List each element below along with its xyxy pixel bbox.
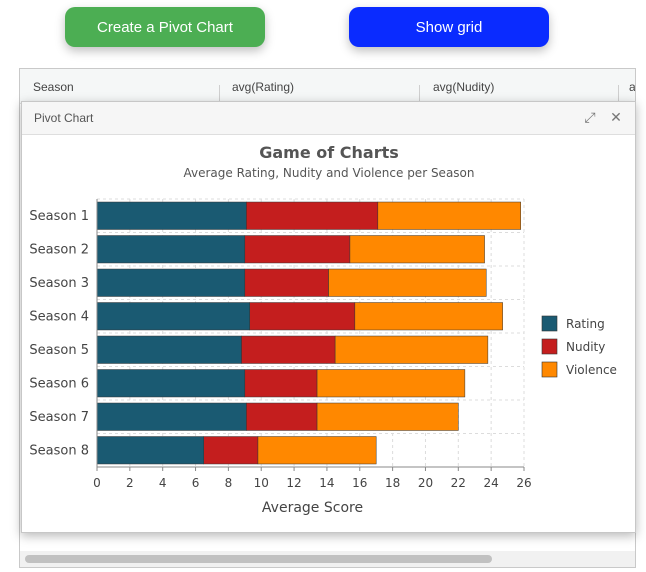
bar-rating — [96, 369, 246, 398]
bar-violence — [257, 436, 377, 465]
window-title: Pivot Chart — [34, 111, 94, 125]
y-tick-label: Season 3 — [29, 276, 89, 291]
show-grid-button[interactable]: Show grid — [349, 7, 549, 47]
y-tick-label: Season 7 — [29, 410, 89, 425]
bar-nudity — [246, 201, 379, 230]
scrollbar-thumb[interactable] — [25, 555, 492, 563]
horizontal-scrollbar[interactable] — [20, 551, 635, 567]
legend-label-nudity: Nudity — [566, 340, 605, 354]
chart-subtitle: Average Rating, Nudity and Violence per … — [184, 166, 475, 180]
x-tick-label: 16 — [352, 476, 367, 490]
chart-title: Game of Charts — [259, 143, 399, 162]
x-tick-label: 8 — [225, 476, 233, 490]
x-tick-label: 18 — [385, 476, 400, 490]
legend-swatch-nudity — [541, 338, 558, 355]
bar-nudity — [244, 235, 351, 264]
x-axis-label: Average Score — [262, 500, 363, 516]
legend-label-rating: Rating — [566, 317, 605, 331]
create-pivot-chart-button[interactable]: Create a Pivot Chart — [65, 7, 265, 47]
bar-rating — [96, 201, 247, 230]
x-tick-label: 24 — [484, 476, 499, 490]
bar-rating — [96, 268, 246, 297]
column-header-avg-nudity[interactable]: avg(Nudity) — [433, 80, 495, 94]
bar-rating — [96, 235, 246, 264]
bar-nudity — [203, 436, 259, 465]
bar-nudity — [241, 335, 336, 364]
legend-swatch-rating — [541, 315, 558, 332]
x-tick-label: 12 — [286, 476, 301, 490]
y-tick-label: Season 2 — [29, 242, 89, 257]
bar-violence — [328, 268, 487, 297]
column-separator[interactable] — [219, 85, 220, 101]
bar-nudity — [249, 302, 356, 331]
x-tick-label: 4 — [159, 476, 167, 490]
y-tick-label: Season 1 — [29, 209, 89, 224]
bar-rating — [96, 436, 204, 465]
x-tick-label: 2 — [126, 476, 134, 490]
column-header-season[interactable]: Season — [33, 80, 74, 94]
bar-nudity — [246, 402, 318, 431]
column-header-truncated[interactable]: a — [629, 80, 636, 94]
y-tick-label: Season 6 — [29, 376, 89, 391]
bar-violence — [316, 402, 459, 431]
x-tick-label: 20 — [418, 476, 433, 490]
x-tick-label: 6 — [192, 476, 200, 490]
bar-violence — [334, 335, 489, 364]
x-tick-label: 26 — [516, 476, 531, 490]
y-tick-label: Season 4 — [29, 309, 89, 324]
bar-violence — [349, 235, 485, 264]
bar-rating — [96, 302, 250, 331]
stacked-bar-chart: Game of Charts Average Rating, Nudity and… — [29, 143, 617, 516]
pivot-chart-window: Pivot Chart ⤢ ✕ Game of Charts Average Ra… — [21, 101, 636, 533]
expand-icon[interactable]: ⤢ — [584, 110, 596, 126]
column-separator[interactable] — [419, 85, 420, 101]
y-tick-label: Season 8 — [29, 443, 89, 458]
bar-rating — [96, 402, 247, 431]
x-tick-label: 10 — [254, 476, 269, 490]
bar-nudity — [244, 268, 329, 297]
x-tick-label: 0 — [93, 476, 101, 490]
y-tick-label: Season 5 — [29, 343, 89, 358]
bar-nudity — [244, 369, 318, 398]
legend-label-violence: Violence — [566, 363, 617, 377]
bar-violence — [377, 201, 521, 230]
grid-header: Season avg(Rating) avg(Nudity) a — [20, 69, 635, 104]
column-header-avg-rating[interactable]: avg(Rating) — [232, 80, 295, 94]
bar-violence — [316, 369, 466, 398]
legend-swatch-violence — [541, 361, 558, 378]
x-tick-label: 22 — [451, 476, 466, 490]
bar-rating — [96, 335, 242, 364]
close-icon[interactable]: ✕ — [610, 110, 622, 126]
bar-violence — [354, 302, 503, 331]
column-separator[interactable] — [618, 85, 619, 101]
window-title-bar[interactable]: Pivot Chart ⤢ ✕ — [22, 102, 635, 135]
x-tick-label: 14 — [319, 476, 334, 490]
